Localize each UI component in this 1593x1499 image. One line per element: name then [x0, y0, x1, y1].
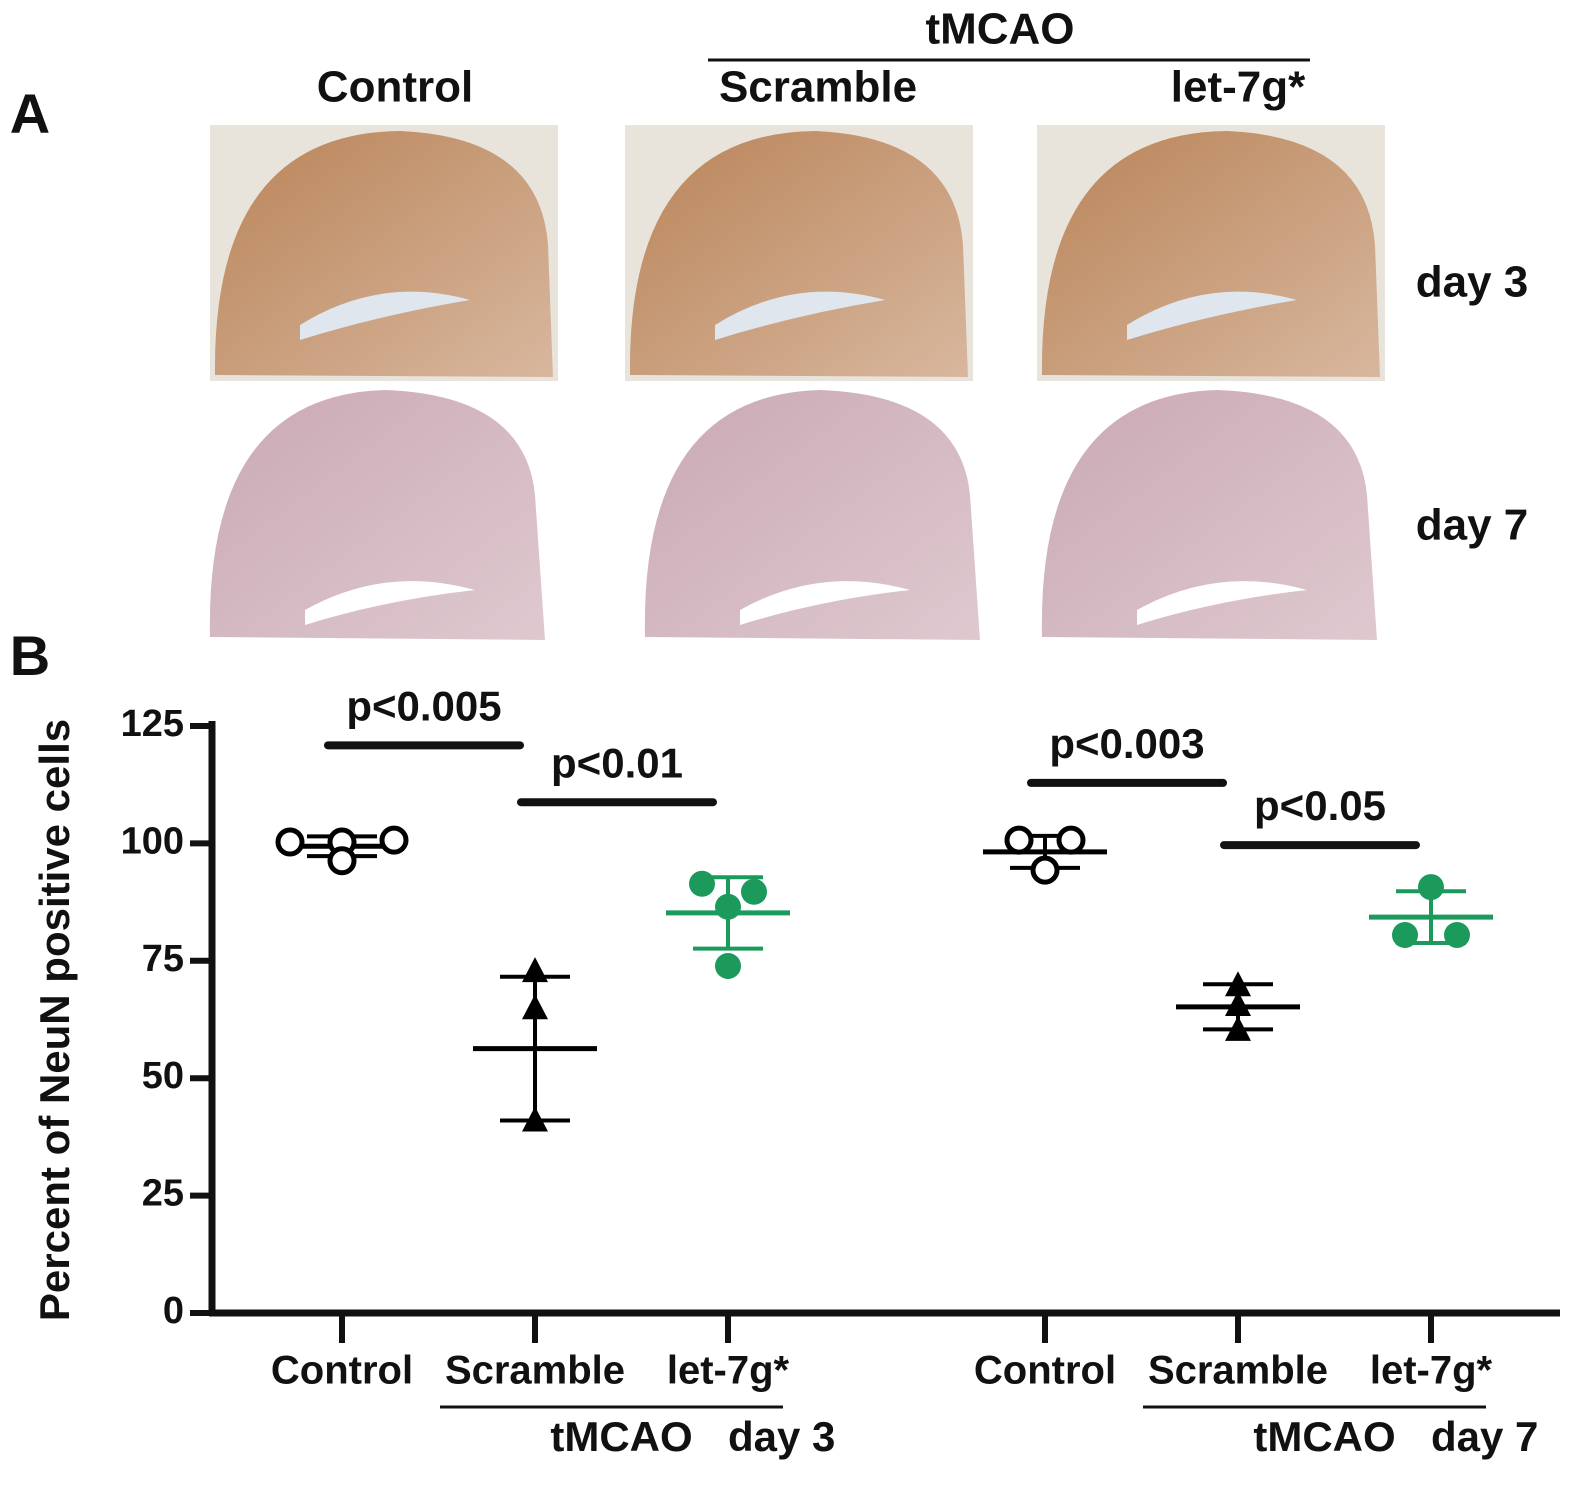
x-tick-label: Scramble	[445, 1349, 625, 1393]
data-point	[1418, 874, 1444, 901]
y-axis-title: Percent of NeuN positive cells	[31, 719, 78, 1321]
tissue-section	[1041, 131, 1380, 377]
ventricle	[1137, 581, 1307, 625]
y-tick-label: 75	[142, 938, 184, 980]
data-point	[715, 893, 741, 920]
data-point	[689, 870, 715, 897]
data-point	[522, 1106, 548, 1132]
column-header: let-7g*	[1171, 63, 1306, 112]
data-point	[1392, 921, 1418, 948]
tissue-section	[214, 131, 553, 377]
column-header: Control	[317, 63, 473, 112]
column-header: Scramble	[719, 63, 917, 112]
data-point	[1056, 825, 1086, 855]
micrographs	[209, 125, 1385, 640]
data-point	[1004, 825, 1034, 855]
panel-label: B	[10, 624, 50, 687]
data-point	[1444, 921, 1470, 948]
x-tick-label: Scramble	[1148, 1349, 1328, 1393]
tissue-section	[644, 390, 980, 640]
group-condition: tMCAO	[550, 1413, 692, 1460]
y-tick-label: 125	[121, 703, 184, 745]
y-tick-label: 100	[121, 820, 184, 862]
y-tick-label: 50	[142, 1055, 184, 1097]
data-point	[379, 825, 409, 855]
group-day: day 3	[728, 1413, 835, 1460]
tissue-section	[629, 131, 968, 377]
x-tick-label: let-7g*	[667, 1349, 790, 1393]
data-point	[1225, 990, 1251, 1016]
data-point	[1030, 855, 1060, 885]
p-value: p<0.05	[1254, 782, 1386, 829]
y-tick-label: 0	[163, 1290, 184, 1332]
ventricle	[715, 291, 885, 340]
p-value: p<0.005	[346, 682, 501, 729]
p-value: p<0.003	[1049, 720, 1204, 767]
x-tick-label: Control	[974, 1349, 1116, 1393]
group-day: day 7	[1431, 1413, 1538, 1460]
row-header: day 7	[1416, 501, 1529, 550]
ventricle	[305, 581, 475, 625]
tissue-section	[209, 390, 545, 640]
data-point	[715, 952, 741, 979]
group-condition: tMCAO	[1253, 1413, 1395, 1460]
ventricle	[740, 581, 910, 625]
data-point	[522, 994, 548, 1020]
data-point	[1225, 971, 1251, 997]
panel-label: A	[10, 82, 50, 145]
column-group-header: tMCAO	[925, 5, 1074, 54]
x-tick-label: let-7g*	[1370, 1349, 1493, 1393]
data-point	[1225, 1015, 1251, 1041]
data-point	[327, 846, 357, 876]
ventricle	[300, 291, 470, 340]
ventricle	[1127, 291, 1297, 340]
tissue-section	[1041, 390, 1377, 640]
row-header: day 3	[1416, 258, 1529, 307]
p-value: p<0.01	[551, 739, 683, 786]
data-point	[275, 827, 305, 857]
y-tick-label: 25	[142, 1173, 184, 1215]
data-point	[741, 878, 767, 905]
data-point	[522, 957, 548, 983]
x-tick-label: Control	[271, 1349, 413, 1393]
